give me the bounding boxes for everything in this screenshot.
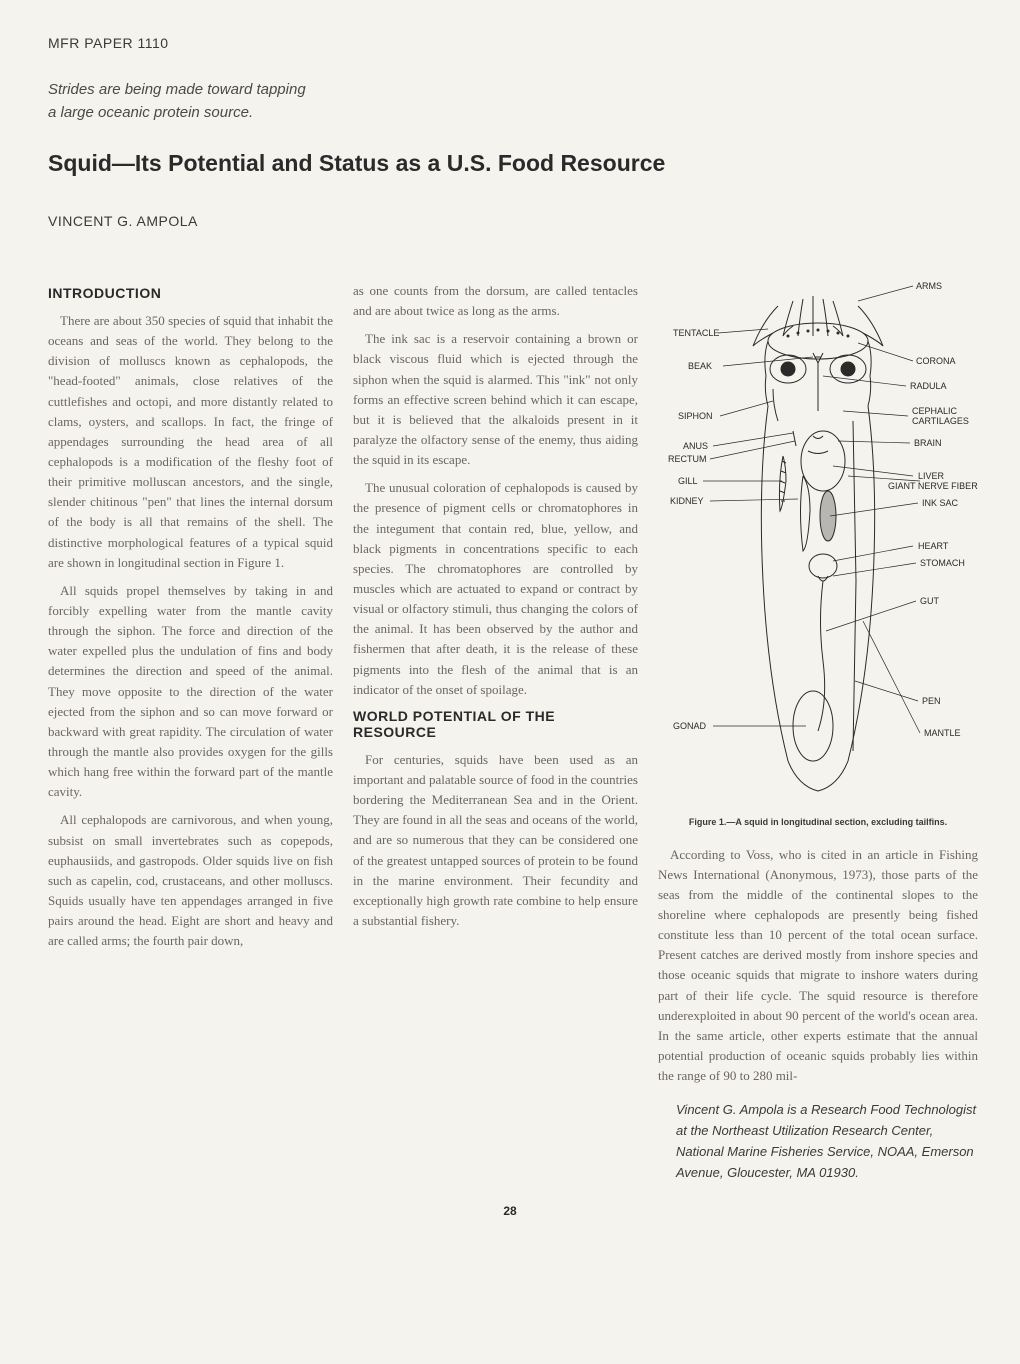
column-2: as one counts from the dorsum, are calle…: [353, 281, 638, 1183]
col2-paragraph-3: The unusual coloration of cephalopods is…: [353, 478, 638, 700]
intro-paragraph-3: All cephalopods are carnivorous, and whe…: [48, 810, 333, 951]
label-siphon: SIPHON: [678, 411, 713, 421]
label-rectum: RECTUM: [668, 454, 707, 464]
label-cephalic: CEPHALIC: [912, 406, 958, 416]
label-gut: GUT: [920, 596, 940, 606]
label-heart: HEART: [918, 541, 949, 551]
subtitle: Strides are being made toward tapping a …: [48, 79, 308, 124]
intro-paragraph-1: There are about 350 species of squid tha…: [48, 311, 333, 573]
label-cartilages: CARTILAGES: [912, 416, 969, 426]
label-beak: BEAK: [688, 361, 712, 371]
right-paragraph-1: According to Voss, who is cited in an ar…: [658, 845, 978, 1087]
label-arms: ARMS: [916, 281, 942, 291]
label-mantle: MANTLE: [924, 728, 961, 738]
label-brain: BRAIN: [914, 438, 942, 448]
label-gonad: GONAD: [673, 721, 707, 731]
label-tentacle: TENTACLE: [673, 328, 719, 338]
label-stomach: STOMACH: [920, 558, 965, 568]
figure-caption: Figure 1.—A squid in longitudinal sectio…: [658, 816, 978, 829]
col2-paragraph-1: as one counts from the dorsum, are calle…: [353, 281, 638, 321]
label-kidney: KIDNEY: [670, 496, 704, 506]
article-title: Squid—Its Potential and Status as a U.S.…: [48, 148, 972, 179]
figure-1: ARMS TENTACLE BEAK SIPHON ANUS RECTUM GI…: [658, 281, 978, 806]
label-corona: CORONA: [916, 356, 956, 366]
column-1: INTRODUCTION There are about 350 species…: [48, 281, 333, 1183]
author-biography: Vincent G. Ampola is a Research Food Tec…: [676, 1100, 978, 1183]
world-heading: WORLD POTENTIAL OF THE RESOURCE: [353, 708, 638, 740]
label-anus: ANUS: [683, 441, 708, 451]
label-pen: PEN: [922, 696, 941, 706]
author-name: VINCENT G. AMPOLA: [48, 213, 972, 229]
label-gill: GILL: [678, 476, 698, 486]
squid-anatomy-diagram: ARMS TENTACLE BEAK SIPHON ANUS RECTUM GI…: [658, 281, 978, 801]
intro-heading: INTRODUCTION: [48, 285, 333, 301]
paper-header: MFR PAPER 1110: [48, 35, 972, 51]
label-liver: LIVER: [918, 471, 945, 481]
world-paragraph-1: For centuries, squids have been used as …: [353, 750, 638, 931]
label-giant-nerve: GIANT NERVE FIBER: [888, 481, 978, 491]
label-radula: RADULA: [910, 381, 947, 391]
col2-paragraph-2: The ink sac is a reservoir containing a …: [353, 329, 638, 470]
label-ink-sac: INK SAC: [922, 498, 959, 508]
page-number: 28: [48, 1204, 972, 1218]
intro-paragraph-2: All squids propel themselves by taking i…: [48, 581, 333, 803]
column-3: ARMS TENTACLE BEAK SIPHON ANUS RECTUM GI…: [658, 281, 978, 1183]
